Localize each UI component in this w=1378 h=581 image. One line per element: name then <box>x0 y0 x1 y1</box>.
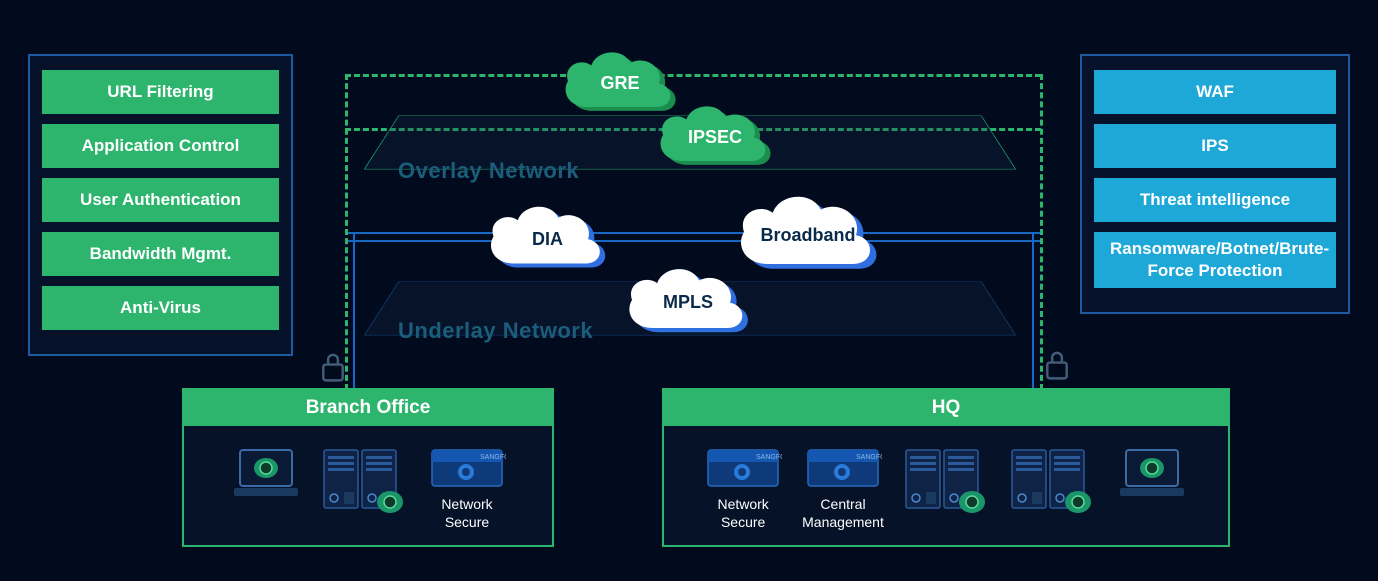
feature-user-auth: User Authentication <box>42 178 279 222</box>
branch-body: SANGFORNetworkSecure <box>184 426 552 545</box>
lock-icon <box>318 350 348 389</box>
feature-ips: IPS <box>1094 124 1336 168</box>
feature-url-filtering: URL Filtering <box>42 70 279 114</box>
device-appliance: SANGFORNetworkSecure <box>428 444 506 531</box>
device-laptop <box>1116 444 1188 500</box>
device-appliance: SANGFORNetworkSecure <box>704 444 782 531</box>
svg-text:SANGFOR: SANGFOR <box>756 454 782 461</box>
feature-ransomware: Ransomware/Botnet/Brute-Force Protection <box>1094 232 1336 288</box>
device-appliance: SANGFORCentralManagement <box>802 444 884 531</box>
hq-box: HQ SANGFORNetworkSecure SANGFORCentralMan… <box>662 388 1230 547</box>
left-feature-panel: URL Filtering Application Control User A… <box>28 54 293 356</box>
overlay-label: Overlay Network <box>398 158 579 184</box>
cloud-dia: DIA <box>480 196 615 280</box>
cloud-mpls: MPLS <box>618 258 758 345</box>
device-server-pair <box>1010 444 1096 516</box>
hq-body: SANGFORNetworkSecure SANGFORCentralManage… <box>664 426 1228 545</box>
feature-antivirus: Anti-Virus <box>42 286 279 330</box>
branch-office-box: Branch Office SANGFORNetworkSecure <box>182 388 554 547</box>
right-feature-panel: WAF IPS Threat intelligence Ransomware/B… <box>1080 54 1350 314</box>
svg-text:SANGFOR: SANGFOR <box>480 454 506 461</box>
device-laptop <box>230 444 302 500</box>
feature-bandwidth: Bandwidth Mgmt. <box>42 232 279 276</box>
device-server-pair <box>904 444 990 516</box>
feature-app-control: Application Control <box>42 124 279 168</box>
feature-waf: WAF <box>1094 70 1336 114</box>
device-server-pair <box>322 444 408 516</box>
lock-icon <box>1042 348 1072 387</box>
feature-threat-intel: Threat intelligence <box>1094 178 1336 222</box>
cloud-ipsec: IPSEC <box>650 96 780 177</box>
underlay-label: Underlay Network <box>398 318 593 344</box>
hq-title: HQ <box>664 390 1228 426</box>
svg-text:SANGFOR: SANGFOR <box>856 454 882 461</box>
branch-title: Branch Office <box>184 390 552 426</box>
